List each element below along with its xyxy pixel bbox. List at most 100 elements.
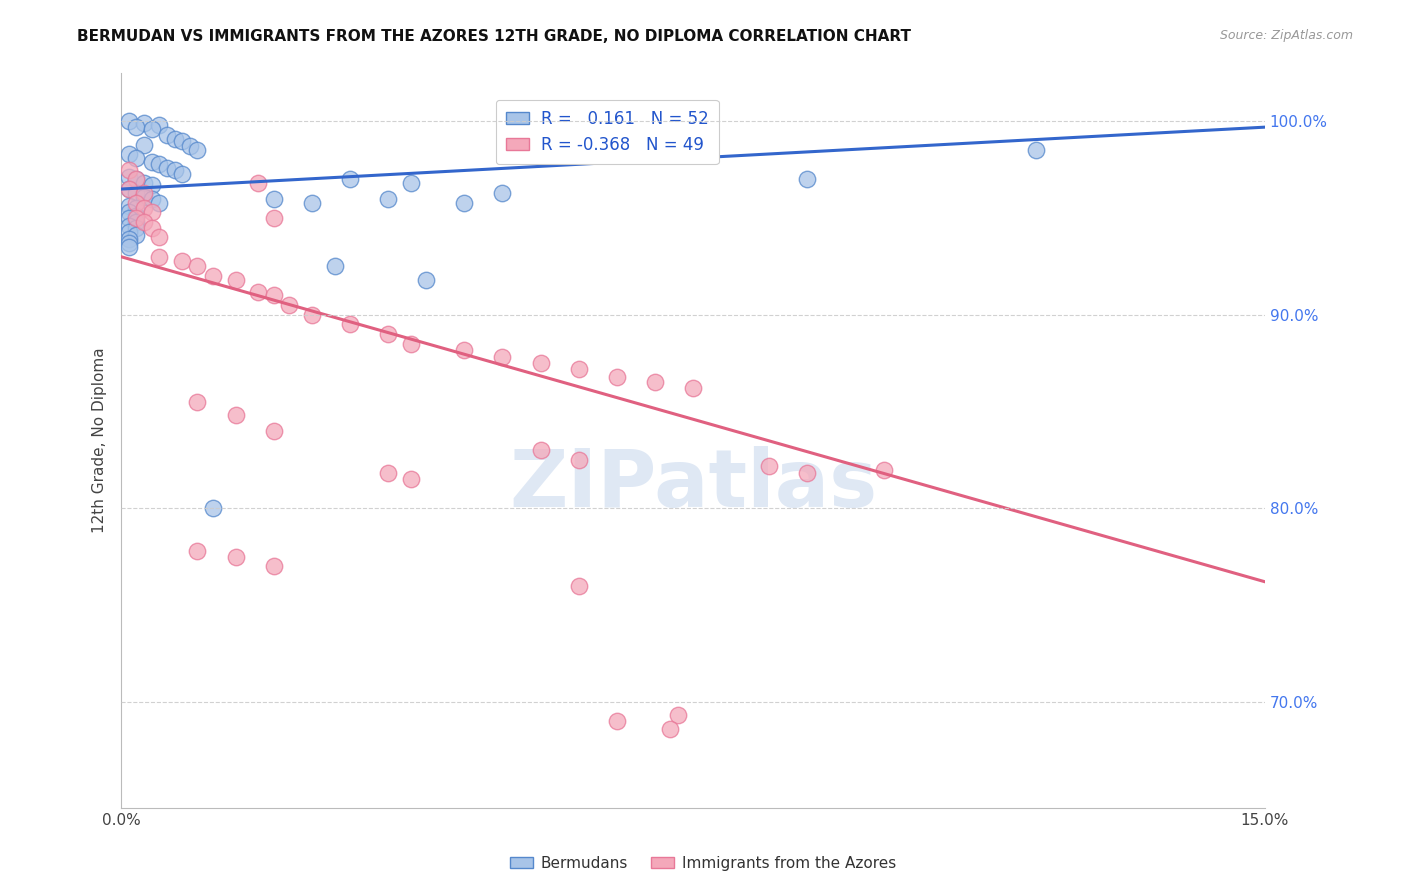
- Point: [118, 114, 141, 128]
- Point: [323, 260, 346, 274]
- Point: [141, 155, 163, 169]
- Point: [453, 195, 475, 210]
- Point: [758, 458, 780, 473]
- Point: [186, 394, 208, 409]
- Point: [132, 215, 155, 229]
- Point: [872, 462, 894, 476]
- Point: [118, 211, 141, 225]
- Legend: R =   0.161   N = 52, R = -0.368   N = 49: R = 0.161 N = 52, R = -0.368 N = 49: [496, 100, 718, 164]
- Point: [263, 288, 285, 302]
- Point: [125, 209, 148, 223]
- Point: [141, 178, 163, 193]
- Point: [247, 176, 270, 190]
- Point: [132, 190, 155, 204]
- Text: Source: ZipAtlas.com: Source: ZipAtlas.com: [1219, 29, 1353, 43]
- Point: [278, 298, 301, 312]
- Point: [225, 273, 247, 287]
- Point: [125, 172, 148, 186]
- Point: [666, 708, 689, 723]
- Text: BERMUDAN VS IMMIGRANTS FROM THE AZORES 12TH GRADE, NO DIPLOMA CORRELATION CHART: BERMUDAN VS IMMIGRANTS FROM THE AZORES 1…: [77, 29, 911, 45]
- Point: [118, 219, 141, 233]
- Point: [132, 116, 155, 130]
- Point: [659, 722, 682, 736]
- Point: [606, 369, 628, 384]
- Point: [163, 132, 186, 146]
- Point: [201, 269, 224, 284]
- Point: [301, 308, 323, 322]
- Point: [156, 161, 179, 175]
- Point: [339, 172, 361, 186]
- Point: [568, 362, 591, 376]
- Point: [453, 343, 475, 357]
- Point: [163, 162, 186, 177]
- Point: [377, 327, 399, 342]
- Point: [796, 172, 818, 186]
- Point: [491, 351, 513, 365]
- Point: [225, 549, 247, 564]
- Point: [132, 176, 155, 190]
- Point: [148, 250, 170, 264]
- Point: [132, 137, 155, 152]
- Point: [141, 205, 163, 219]
- Point: [263, 424, 285, 438]
- Point: [148, 157, 170, 171]
- Point: [118, 205, 141, 219]
- Point: [186, 260, 208, 274]
- Point: [148, 195, 170, 210]
- Point: [263, 192, 285, 206]
- Point: [148, 230, 170, 244]
- Point: [399, 336, 422, 351]
- Point: [132, 202, 155, 216]
- Point: [132, 186, 155, 200]
- Point: [141, 220, 163, 235]
- Point: [118, 170, 141, 185]
- Point: [125, 215, 148, 229]
- Point: [568, 453, 591, 467]
- Point: [125, 211, 148, 225]
- Point: [118, 182, 141, 196]
- Point: [263, 559, 285, 574]
- Point: [125, 195, 148, 210]
- Point: [125, 120, 148, 135]
- Point: [148, 118, 170, 132]
- Point: [172, 167, 194, 181]
- Point: [125, 151, 148, 165]
- Point: [225, 409, 247, 423]
- Point: [141, 192, 163, 206]
- Point: [301, 195, 323, 210]
- Point: [415, 273, 437, 287]
- Point: [172, 134, 194, 148]
- Point: [118, 147, 141, 161]
- Point: [186, 144, 208, 158]
- Point: [339, 318, 361, 332]
- Point: [529, 356, 551, 370]
- Point: [125, 186, 148, 200]
- Point: [179, 139, 201, 153]
- Point: [201, 501, 224, 516]
- Point: [399, 176, 422, 190]
- Point: [186, 543, 208, 558]
- Point: [118, 182, 141, 196]
- Point: [796, 467, 818, 481]
- Point: [156, 128, 179, 142]
- Point: [529, 443, 551, 458]
- Point: [125, 202, 148, 216]
- Y-axis label: 12th Grade, No Diploma: 12th Grade, No Diploma: [93, 348, 107, 533]
- Point: [118, 199, 141, 213]
- Point: [1025, 144, 1047, 158]
- Point: [682, 381, 704, 395]
- Point: [118, 225, 141, 239]
- Point: [606, 714, 628, 728]
- Point: [125, 172, 148, 186]
- Point: [568, 579, 591, 593]
- Point: [247, 285, 270, 299]
- Point: [125, 220, 148, 235]
- Point: [118, 236, 141, 251]
- Point: [399, 472, 422, 486]
- Point: [377, 467, 399, 481]
- Point: [141, 122, 163, 136]
- Point: [118, 232, 141, 246]
- Point: [172, 253, 194, 268]
- Point: [491, 186, 513, 200]
- Legend: Bermudans, Immigrants from the Azores: Bermudans, Immigrants from the Azores: [505, 850, 901, 877]
